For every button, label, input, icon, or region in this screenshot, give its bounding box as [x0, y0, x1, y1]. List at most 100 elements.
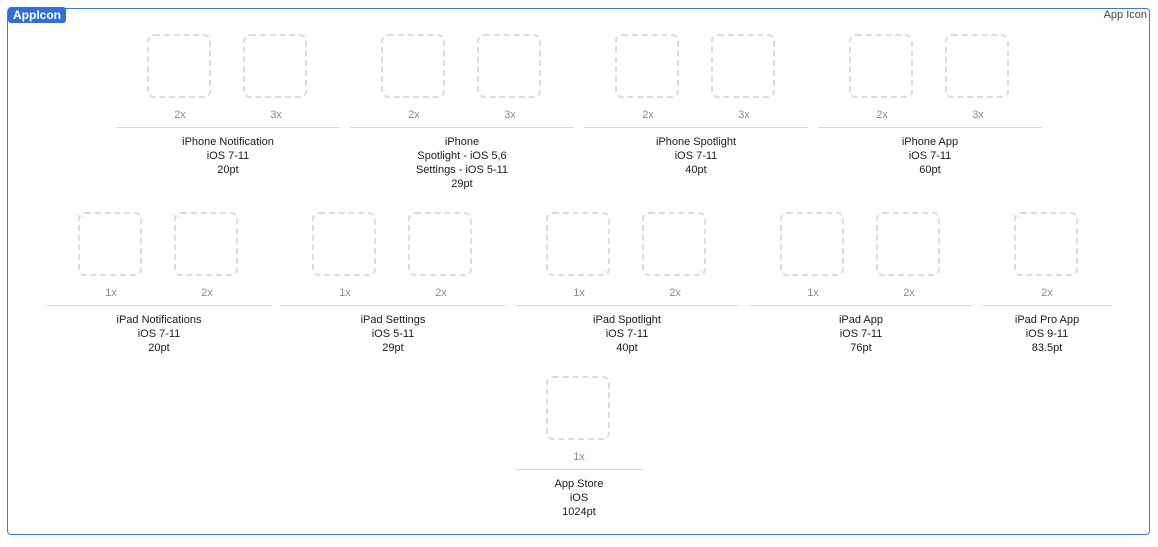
icon-drop-well[interactable]: [174, 212, 238, 276]
group-divider: [584, 127, 808, 128]
caption-line: iPad Pro App: [1014, 314, 1080, 326]
icon-group: 2x 3x iPhone Spotlight iOS 7-11 40pt: [584, 8, 808, 198]
icon-group: 1x 2x iPad Settings iOS 5-11 29pt: [281, 186, 505, 376]
scale-label: 2x: [1041, 287, 1053, 299]
scale-label: 2x: [642, 109, 654, 121]
icon-group: 2x 3x iPhone Spotlight - iOS 5,6 Settings - …: [350, 8, 574, 198]
scale-label: 2x: [201, 287, 213, 299]
scale-label: 2x: [903, 287, 915, 299]
caption-line: 1024pt: [562, 506, 596, 518]
asset-kind-label: App Icon: [1103, 9, 1147, 21]
caption-line: App Store: [554, 478, 604, 490]
caption-line: iPhone: [444, 136, 480, 148]
icon-drop-well[interactable]: [477, 34, 541, 98]
scale-label: 1x: [807, 287, 819, 299]
icon-drop-well[interactable]: [849, 34, 913, 98]
caption-line: iPhone App: [901, 136, 959, 148]
icon-drop-well[interactable]: [312, 212, 376, 276]
group-caption: iPhone Spotlight iOS 7-11 40pt: [584, 135, 808, 177]
caption-line: 20pt: [217, 164, 239, 176]
caption-line: iPad Settings: [360, 314, 426, 326]
scale-label: 1x: [105, 287, 117, 299]
appicon-set-panel: [7, 8, 1150, 535]
scale-label: 2x: [876, 109, 888, 121]
group-divider: [749, 305, 973, 306]
caption-line: Settings - iOS 5-11: [415, 164, 509, 176]
icon-drop-well[interactable]: [780, 212, 844, 276]
icon-group: 1x 2x iPad Spotlight iOS 7-11 40pt: [515, 186, 739, 376]
caption-line: 76pt: [850, 342, 872, 354]
icon-drop-well[interactable]: [546, 212, 610, 276]
icon-drop-well[interactable]: [642, 212, 706, 276]
icon-group: 2x 3x iPhone App iOS 7-11 60pt: [818, 8, 1042, 198]
group-divider: [818, 127, 1042, 128]
group-divider: [350, 127, 574, 128]
caption-line: iOS 7-11: [674, 150, 718, 162]
group-divider: [983, 305, 1111, 306]
caption-line: 29pt: [451, 178, 473, 190]
group-caption: App Store iOS 1024pt: [515, 477, 643, 519]
icon-group: 1x 2x iPad Notifications iOS 7-11 20pt: [47, 186, 271, 376]
icon-group: 2x 3x iPhone Notification iOS 7-11 20pt: [116, 8, 340, 198]
icon-drop-well[interactable]: [243, 34, 307, 98]
icon-drop-well[interactable]: [711, 34, 775, 98]
scale-label: 2x: [408, 109, 420, 121]
caption-line: iPad Notifications: [116, 314, 202, 326]
caption-line: iPhone Spotlight: [655, 136, 737, 148]
scale-label: 2x: [435, 287, 447, 299]
caption-line: 20pt: [148, 342, 170, 354]
scale-label: 1x: [573, 451, 585, 463]
caption-line: 40pt: [616, 342, 638, 354]
icon-drop-well[interactable]: [876, 212, 940, 276]
caption-line: 83.5pt: [1031, 342, 1063, 354]
caption-line: iOS 7-11: [137, 328, 181, 340]
icon-drop-well[interactable]: [546, 376, 610, 440]
icon-drop-well[interactable]: [615, 34, 679, 98]
caption-line: iOS 7-11: [206, 150, 250, 162]
caption-line: 29pt: [382, 342, 404, 354]
group-divider: [515, 469, 643, 470]
scale-label: 3x: [738, 109, 750, 121]
group-caption: iPhone Notification iOS 7-11 20pt: [116, 135, 340, 177]
caption-line: Spotlight - iOS 5,6: [417, 150, 507, 162]
icon-drop-well[interactable]: [147, 34, 211, 98]
scale-label: 3x: [972, 109, 984, 121]
group-caption: iPad Settings iOS 5-11 29pt: [281, 313, 505, 355]
icon-group: 1x App Store iOS 1024pt: [515, 350, 643, 540]
caption-line: iOS 7-11: [908, 150, 952, 162]
icon-drop-well[interactable]: [945, 34, 1009, 98]
caption-line: iPad Spotlight: [593, 314, 661, 326]
caption-line: iOS 7-11: [605, 328, 649, 340]
scale-label: 3x: [504, 109, 516, 121]
caption-line: 60pt: [919, 164, 941, 176]
group-caption: iPad Spotlight iOS 7-11 40pt: [515, 313, 739, 355]
scale-label: 1x: [573, 287, 585, 299]
caption-line: iPad App: [838, 314, 884, 326]
icon-drop-well[interactable]: [381, 34, 445, 98]
group-divider: [47, 305, 271, 306]
group-divider: [515, 305, 739, 306]
icon-drop-well[interactable]: [78, 212, 142, 276]
icon-drop-well[interactable]: [408, 212, 472, 276]
caption-line: iOS 7-11: [839, 328, 883, 340]
group-caption: iPhone Spotlight - iOS 5,6 Settings - iOS …: [350, 135, 574, 191]
caption-line: iPhone Notification: [182, 136, 274, 148]
caption-line: iOS 5-11: [371, 328, 415, 340]
scale-label: 2x: [174, 109, 186, 121]
group-divider: [281, 305, 505, 306]
caption-line: iOS 9-11: [1025, 328, 1069, 340]
asset-name-tag[interactable]: AppIcon: [8, 7, 66, 23]
icon-drop-well[interactable]: [1014, 212, 1078, 276]
icon-group: 2x iPad Pro App iOS 9-11 83.5pt: [983, 186, 1111, 376]
scale-label: 2x: [669, 287, 681, 299]
group-caption: iPad App iOS 7-11 76pt: [749, 313, 973, 355]
scale-label: 3x: [270, 109, 282, 121]
caption-line: 40pt: [685, 164, 707, 176]
group-caption: iPhone App iOS 7-11 60pt: [818, 135, 1042, 177]
group-caption: iPad Pro App iOS 9-11 83.5pt: [983, 313, 1111, 355]
scale-label: 1x: [339, 287, 351, 299]
group-divider: [116, 127, 340, 128]
icon-group: 1x 2x iPad App iOS 7-11 76pt: [749, 186, 973, 376]
group-caption: iPad Notifications iOS 7-11 20pt: [47, 313, 271, 355]
caption-line: iOS: [569, 492, 589, 504]
